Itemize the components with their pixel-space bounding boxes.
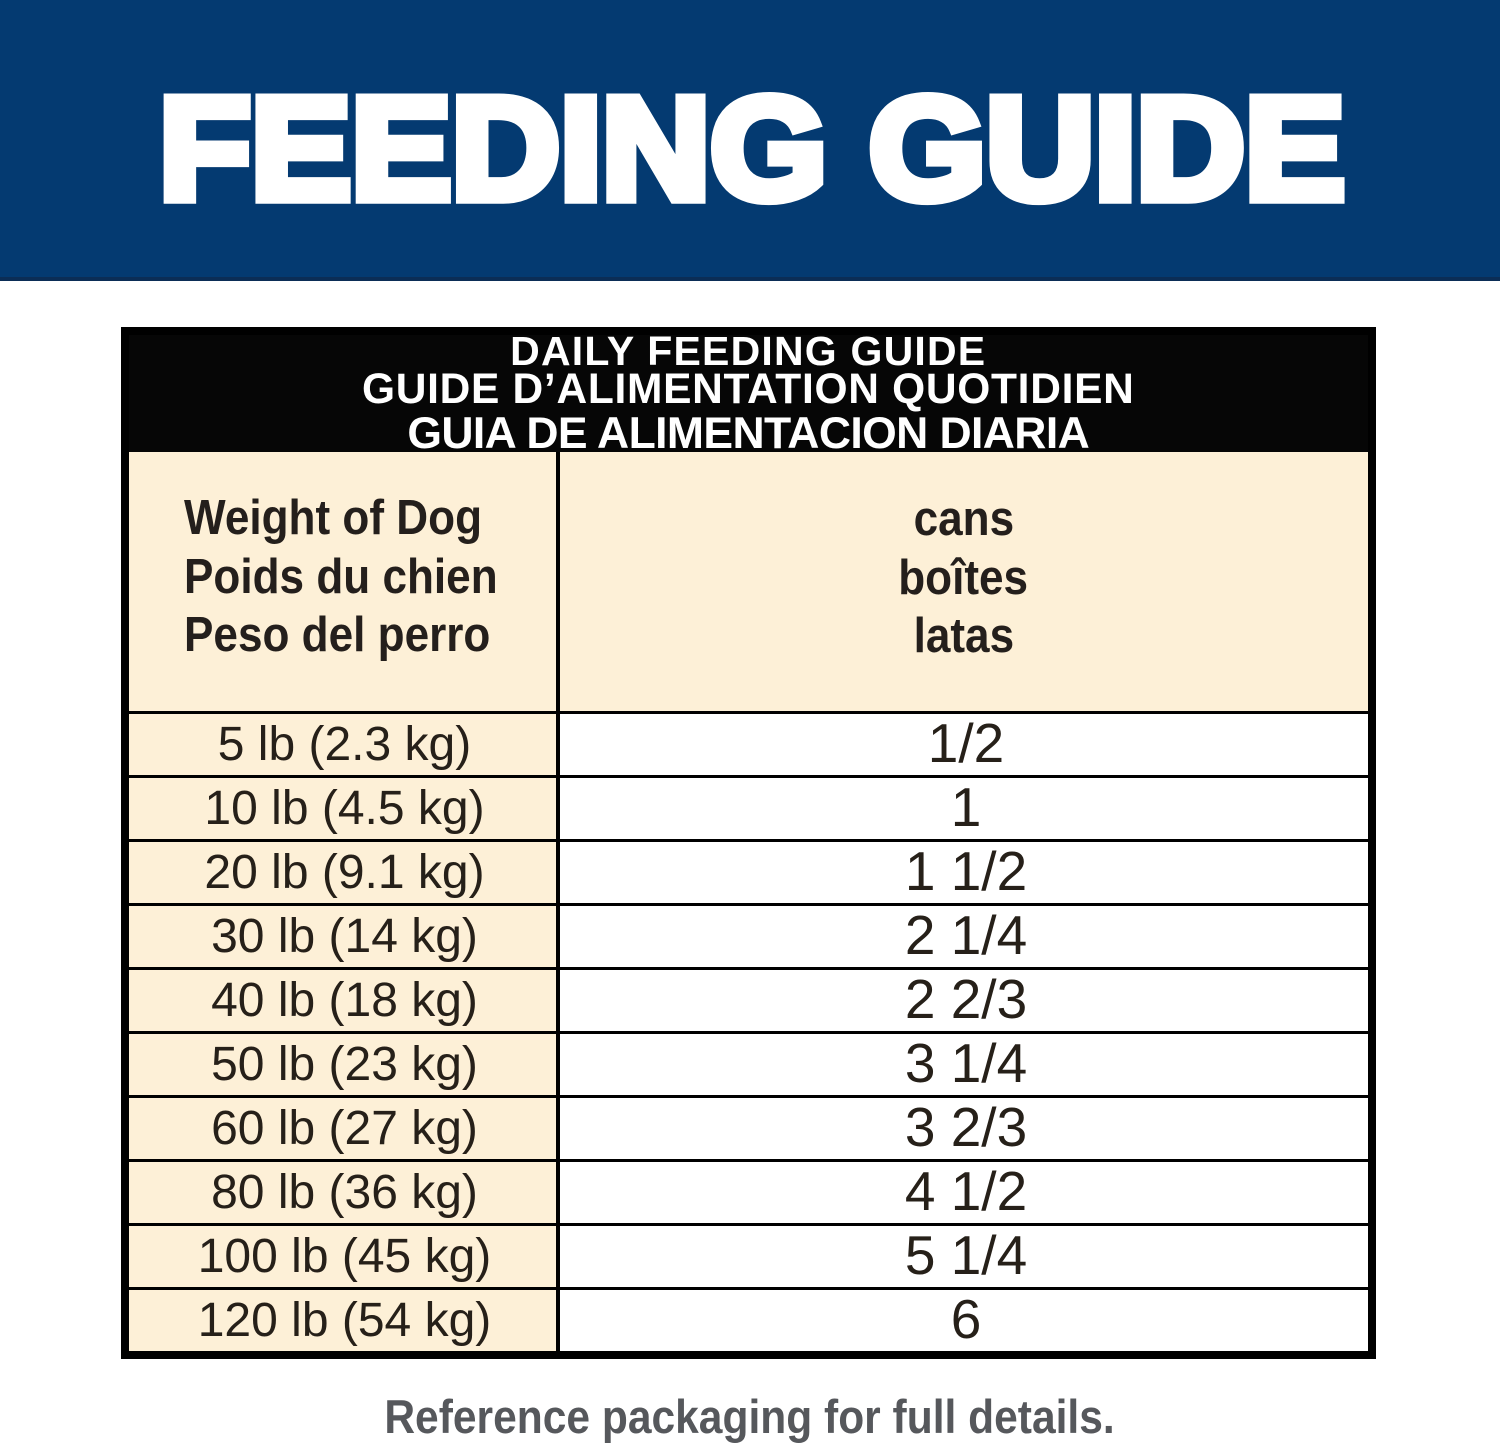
svg-text:FEEDING GUIDE: FEEDING GUIDE bbox=[159, 68, 1345, 230]
